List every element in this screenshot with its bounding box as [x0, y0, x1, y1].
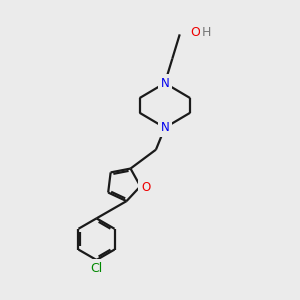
Text: Cl: Cl [90, 262, 103, 275]
Text: H: H [202, 26, 211, 39]
Text: O: O [141, 181, 150, 194]
Text: OH: OH [191, 26, 210, 39]
Text: O: O [191, 26, 201, 39]
Text: N: N [160, 76, 169, 90]
Text: N: N [160, 121, 169, 134]
